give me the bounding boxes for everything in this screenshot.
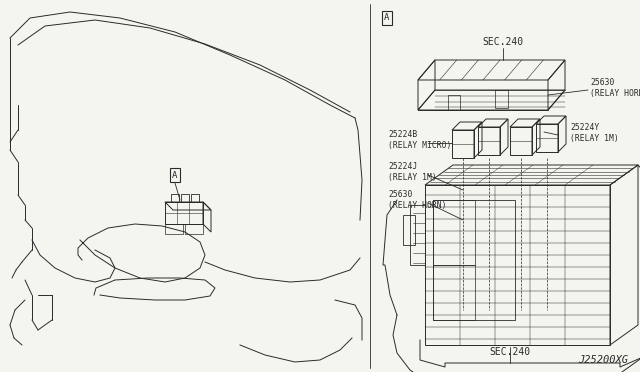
- Text: SEC.240: SEC.240: [483, 37, 524, 47]
- Text: 25224Y
(RELAY 1M): 25224Y (RELAY 1M): [570, 123, 619, 143]
- Text: SEC.240: SEC.240: [490, 347, 531, 357]
- Text: A: A: [172, 170, 178, 180]
- Text: 25224J
(RELAY 1M): 25224J (RELAY 1M): [388, 162, 436, 182]
- Text: 25224B
(RELAY MICRO): 25224B (RELAY MICRO): [388, 130, 451, 150]
- Text: J25200XG: J25200XG: [578, 355, 628, 365]
- Text: 25630
(RELAY HORN): 25630 (RELAY HORN): [590, 78, 640, 98]
- Text: A: A: [384, 13, 390, 22]
- Text: 25630
(RELAY HORN): 25630 (RELAY HORN): [388, 190, 447, 210]
